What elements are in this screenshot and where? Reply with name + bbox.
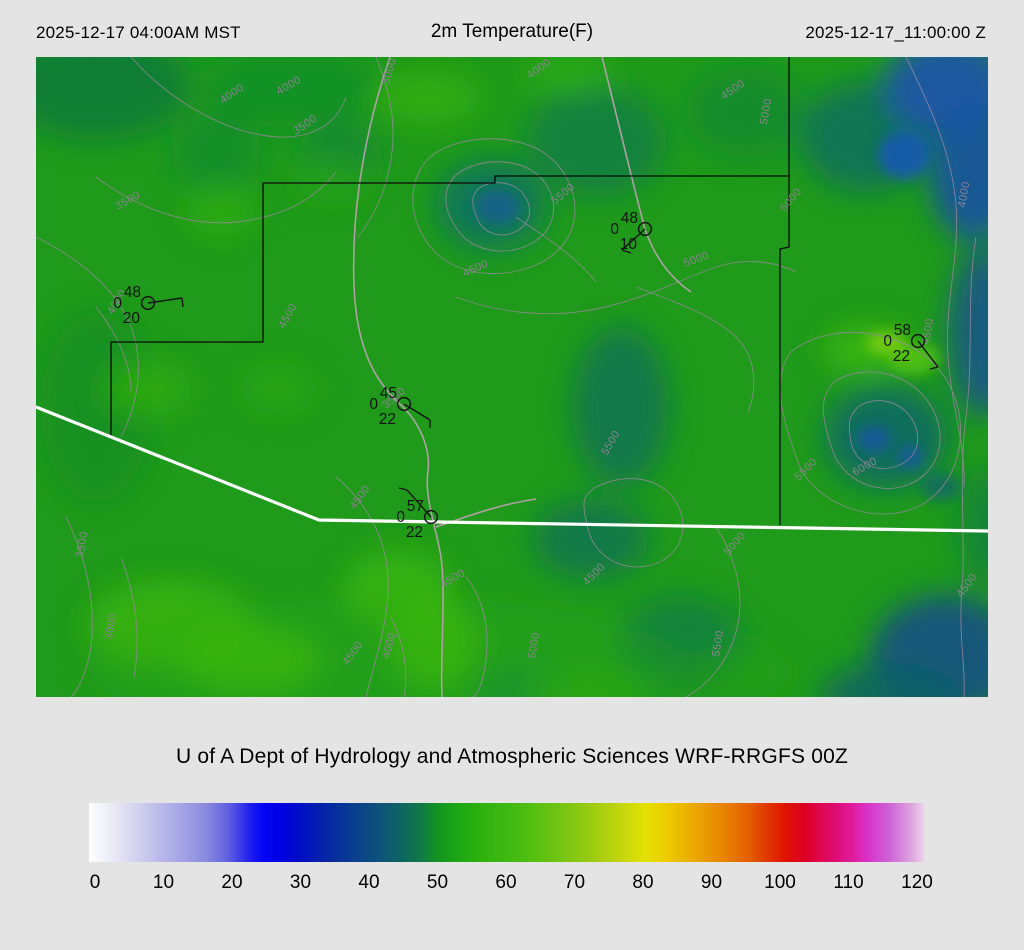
wind-barb-shaft — [917, 340, 939, 368]
station-temperature: 57 — [407, 498, 424, 515]
contour-label-5000: 5000 — [758, 97, 774, 125]
station-mid-value: 0 — [610, 221, 619, 238]
colorbar-tick-30: 30 — [289, 872, 312, 893]
contour-label-3000: 3000 — [103, 612, 119, 640]
colorbar-tick-50: 50 — [426, 872, 449, 893]
colorbar-tick-labels: 0 10 20 30 40 50 60 70 80 90 100 110 120 — [89, 872, 933, 896]
colorbar-tick-60: 60 — [495, 872, 517, 893]
station-dewpoint: 10 — [620, 236, 638, 253]
temperature-colorbar — [89, 803, 924, 862]
attribution-title: U of A Dept of Hydrology and Atmospheric… — [175, 745, 849, 768]
wind-barb-shaft — [403, 403, 431, 421]
station-temperature: 48 — [124, 284, 141, 301]
wind-barb-tick — [181, 297, 184, 308]
colorbar-tick-100: 100 — [764, 872, 796, 893]
station-mid-value: 0 — [113, 295, 122, 312]
station-mid-value: 0 — [396, 509, 405, 526]
wind-barb-tick — [621, 249, 632, 254]
station-circle — [423, 509, 439, 525]
contour-label-5000: 5000 — [526, 631, 542, 659]
station-dewpoint: 22 — [379, 411, 396, 428]
station-circle — [396, 396, 412, 412]
utc-valid-time: 2025-12-17_11:00:00 Z — [805, 23, 986, 42]
contour-label-5500: 5500 — [710, 629, 726, 657]
station-temperature: 45 — [380, 385, 397, 402]
wind-barb-tick — [929, 366, 939, 370]
station-mid-value: 0 — [883, 333, 892, 350]
plot-title: 2m Temperature(F) — [430, 21, 594, 42]
colorbar-tick-40: 40 — [358, 872, 380, 893]
station-temperature: 48 — [621, 210, 638, 227]
wind-barb-shaft — [621, 228, 646, 251]
colorbar-tick-10: 10 — [152, 872, 175, 893]
temperature-field-cores — [476, 131, 961, 501]
terrain-contour-lines — [36, 57, 977, 697]
county-border-lines — [110, 57, 790, 525]
colorbar-tick-80: 80 — [632, 872, 654, 893]
station-dewpoint: 22 — [406, 524, 423, 541]
highway-lines — [352, 57, 692, 697]
station-circle — [910, 333, 926, 349]
station-mid-value: 0 — [369, 396, 378, 413]
station-dewpoint: 20 — [123, 310, 141, 327]
colorbar-tick-110: 110 — [833, 872, 864, 893]
colorbar-tick-120: 120 — [901, 872, 933, 893]
temperature-map: 4000 4000 3500 3000 4000 4500 5000 3500 5500 5000… — [36, 57, 988, 697]
wind-barb-tick — [398, 487, 408, 491]
international-border-line — [36, 405, 988, 533]
colorbar-tick-0: 0 — [89, 872, 101, 893]
colorbar-tick-20: 20 — [221, 872, 243, 893]
contour-label-3500: 3500 — [74, 530, 90, 558]
colorbar-tick-70: 70 — [563, 872, 586, 893]
station-circle — [637, 221, 653, 237]
station-temperature: 58 — [894, 322, 911, 339]
local-valid-time: 2025-12-17 04:00AM MST — [36, 23, 241, 42]
contour-label-4000: 4000 — [956, 180, 972, 208]
colorbar-tick-90: 90 — [700, 872, 723, 893]
station-dewpoint: 22 — [893, 348, 910, 365]
station-circle — [140, 295, 156, 311]
